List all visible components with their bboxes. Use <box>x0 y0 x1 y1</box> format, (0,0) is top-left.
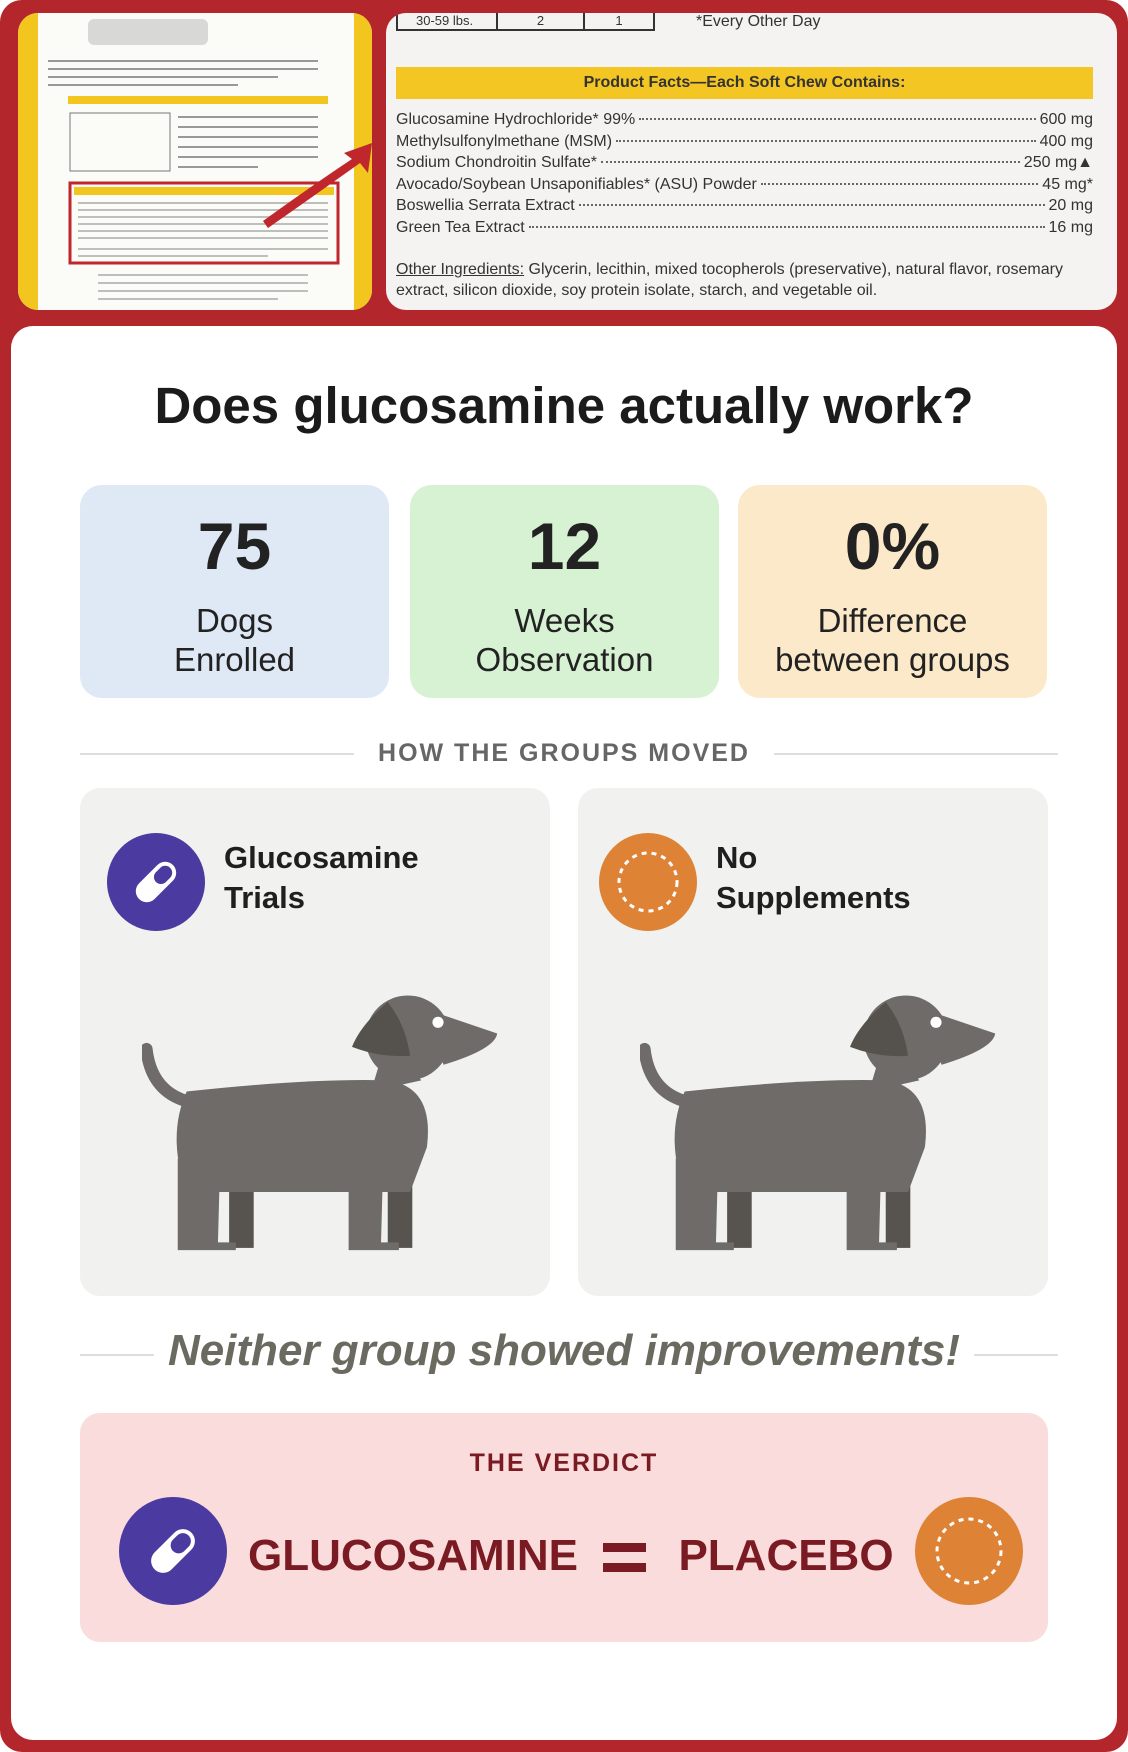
ingredient-name: Sodium Chondroitin Sulfate* <box>396 154 598 171</box>
stat-label: Dogs <box>195 602 274 639</box>
group-label-line: No <box>716 840 758 875</box>
placebo-icon <box>599 833 697 931</box>
stat-card: 12 Weeks Observation <box>410 485 719 698</box>
title: Does glucosamine actually work? <box>154 377 974 434</box>
section-heading: HOW THE GROUPS MOVED <box>354 739 774 767</box>
dosage-cell: 30-59 lbs. <box>398 13 498 29</box>
stat-label: Weeks <box>514 602 615 639</box>
ingredient-row: Boswellia Serrata Extract 20 mg <box>386 197 1117 219</box>
verdict-left: GLUCOSAMINE <box>248 1531 578 1580</box>
stat-label: Difference <box>817 602 968 639</box>
stat-label: between groups <box>775 641 1010 678</box>
group-label-line: Supplements <box>716 880 911 915</box>
ingredient-name: Boswellia Serrata Extract <box>396 197 575 214</box>
ingredient-row: Sodium Chondroitin Sulfate* 250 mg▲ <box>386 154 1117 176</box>
verdict-heading: THE VERDICT <box>469 1449 659 1477</box>
stat-label: Observation <box>475 641 654 678</box>
stat-value: 12 <box>527 509 602 583</box>
dosage-cell: 2 <box>498 13 585 29</box>
other-label: Other Ingredients: <box>396 261 525 278</box>
stat-card: 0% Difference between groups <box>738 485 1047 698</box>
leader <box>578 204 1045 206</box>
conclusion-wrap: Neither group showed improvements! <box>11 1326 1117 1376</box>
group-label: Glucosamine Trials <box>224 838 419 918</box>
ingredient-name: Avocado/Soybean Unsaponifiables* (ASU) P… <box>396 175 757 193</box>
leader <box>616 139 1036 142</box>
package-thumbnail <box>18 13 372 310</box>
ingredient-list: Glucosamine Hydrochloride* 99% 600 mg Meth… <box>386 111 1117 240</box>
dog-illustration <box>640 995 996 1251</box>
leader <box>639 118 1036 120</box>
stat-card: 75 Dogs Enrolled <box>80 485 389 698</box>
ingredient-row: Green Tea Extract 16 mg <box>386 219 1117 241</box>
ingredient-row: Glucosamine Hydrochloride* 99% 600 mg <box>386 111 1117 133</box>
ingredient-amount: 16 mg <box>1048 218 1093 236</box>
verdict-right: PLACEBO <box>678 1531 894 1580</box>
package-image <box>18 13 372 310</box>
section-heading-wrap: HOW THE GROUPS MOVED <box>11 739 1117 768</box>
stat-value: 0% <box>844 509 941 583</box>
dosage-cell: 1 <box>615 13 623 28</box>
ingredient-row: Methylsulfonylmethane (MSM) 400 mg <box>386 133 1117 155</box>
ingredient-amount: 600 mg <box>1039 111 1093 128</box>
main-card: Does glucosamine actually work? 75 Dogs E… <box>11 326 1117 1740</box>
equals-bar <box>603 1543 646 1552</box>
verdict-box: THE VERDICT GLUCOSAMINE PLACEBO <box>80 1413 1048 1642</box>
group-card: No Supplements <box>578 788 1048 1296</box>
group-label-line: Glucosamine <box>224 840 419 875</box>
ingredient-amount: 250 mg▲ <box>1023 154 1093 171</box>
group-label: No Supplements <box>716 838 911 918</box>
dog-shape <box>142 995 498 1251</box>
facts-heading: Product Facts—Each Soft Chew Contains: <box>396 67 1093 99</box>
label-zoom: 30-59 lbs. 2 1 *Every Other Day Product … <box>386 13 1117 310</box>
group-card: Glucosamine Trials <box>80 788 550 1296</box>
dog-shape <box>640 995 996 1251</box>
dosage-note: *Every Other Day <box>696 13 821 30</box>
ingredient-amount: 400 mg <box>1039 132 1093 150</box>
ingredient-name: Green Tea Extract <box>396 218 525 236</box>
stat-value: 75 <box>197 509 272 583</box>
ingredient-amount: 45 mg* <box>1042 175 1093 193</box>
ingredient-name: Glucosamine Hydrochloride* 99% <box>396 111 636 128</box>
dosage-table: 30-59 lbs. 2 1 <box>396 13 655 31</box>
other-ingredients: Other Ingredients: Glycerin, lecithin, m… <box>396 259 1096 301</box>
equals-bar <box>603 1563 646 1572</box>
ingredient-row: Avocado/Soybean Unsaponifiables* (ASU) P… <box>386 176 1117 198</box>
pill-icon <box>107 833 205 931</box>
leader <box>601 161 1020 163</box>
group-label-line: Trials <box>224 880 305 915</box>
placebo-icon <box>915 1497 1023 1605</box>
stat-label: Enrolled <box>173 641 296 678</box>
other-text: Glycerin, lecithin, mixed tocopherols (p… <box>396 261 1063 299</box>
leader <box>760 182 1039 185</box>
ingredient-name: Methylsulfonylmethane (MSM) <box>396 132 613 150</box>
conclusion: Neither group showed improvements! <box>153 1326 975 1375</box>
pill-icon <box>119 1497 227 1605</box>
ingredient-amount: 20 mg <box>1048 197 1093 214</box>
leader <box>528 225 1045 228</box>
dog-illustration <box>142 995 498 1251</box>
